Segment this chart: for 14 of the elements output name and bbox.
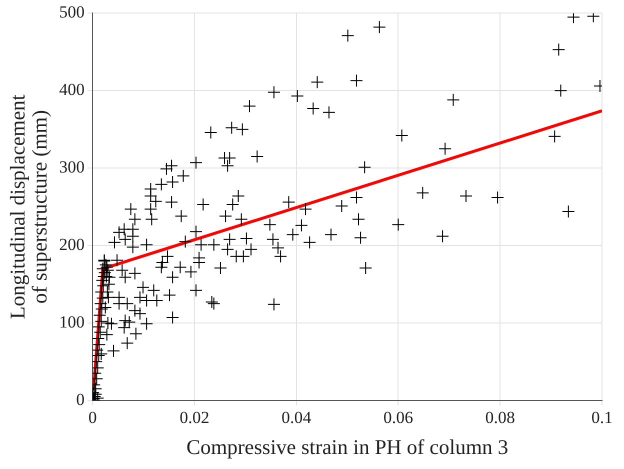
y-tick-label: 200 bbox=[59, 234, 85, 254]
x-tick-label: 0.06 bbox=[383, 408, 414, 428]
x-tick-label: 0 bbox=[88, 408, 97, 428]
y-tick-label: 400 bbox=[59, 80, 85, 100]
x-tick-label: 0.08 bbox=[485, 408, 515, 428]
y-tick-label: 0 bbox=[76, 390, 85, 409]
y-tick-label: 100 bbox=[59, 312, 85, 332]
x-tick-label: 0.1 bbox=[591, 408, 613, 428]
y-tick-label: 300 bbox=[59, 158, 85, 177]
x-axis-title: Compressive strain in PH of column 3 bbox=[186, 434, 508, 459]
x-tick-label: 0.02 bbox=[180, 408, 210, 428]
y-axis-title: Longitudinal displacement of superstructure (mm) bbox=[6, 94, 52, 320]
y-tick-label: 500 bbox=[59, 2, 85, 22]
x-tick-label: 0.04 bbox=[281, 408, 312, 428]
